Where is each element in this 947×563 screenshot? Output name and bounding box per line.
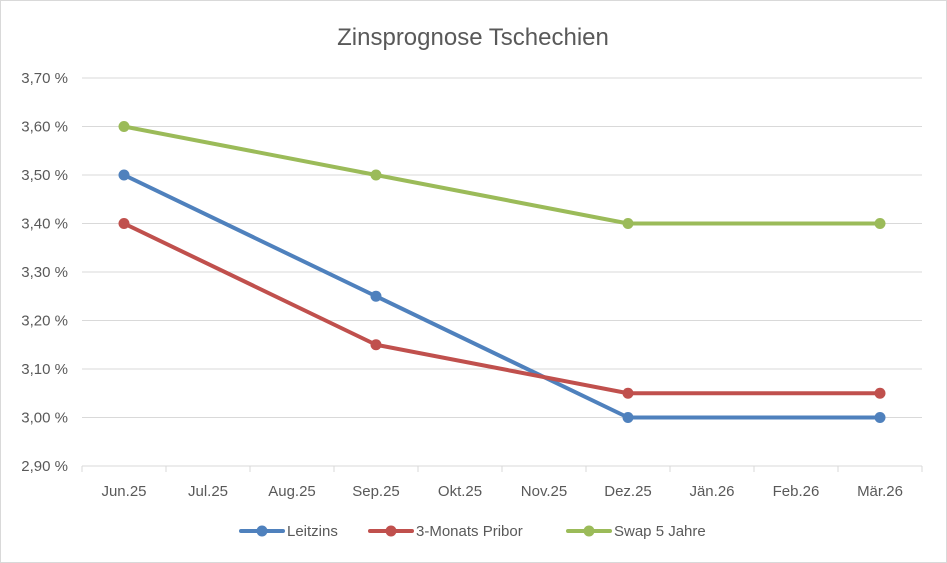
x-tick-label: Jun.25 <box>101 483 146 500</box>
x-tick-label: Feb.26 <box>773 483 820 500</box>
x-tick-label: Nov.25 <box>521 483 567 500</box>
y-tick-label: 3,40 % <box>21 216 68 233</box>
data-point <box>370 169 382 181</box>
x-tick-label: Mär.26 <box>857 483 903 500</box>
gridlines <box>82 77 922 418</box>
x-tick-label: Jän.26 <box>689 483 734 500</box>
legend-label: Leitzins <box>287 523 338 540</box>
data-point <box>370 290 382 302</box>
x-tick-label: Aug.25 <box>268 483 316 500</box>
data-point <box>622 412 634 423</box>
series-line-1 <box>122 173 882 420</box>
data-point <box>874 387 886 399</box>
series-line-2 <box>122 221 882 396</box>
x-tick-label: Dez.25 <box>604 483 652 500</box>
data-point <box>874 412 886 423</box>
data-point <box>370 339 382 351</box>
x-tick-label: Jul.25 <box>188 483 228 500</box>
data-point <box>118 121 130 132</box>
y-tick-label: 3,20 % <box>21 313 68 330</box>
data-point <box>118 169 130 181</box>
data-point <box>118 218 130 229</box>
y-tick-label: 3,10 % <box>21 361 68 378</box>
x-tick-label: Okt.25 <box>438 483 482 500</box>
legend: Leitzins 3-Monats Pribor Swap 5 Jahre <box>239 523 706 540</box>
y-tick-label: 3,60 % <box>21 119 68 136</box>
legend-swatch-marker <box>385 525 397 537</box>
series-line-3 <box>122 124 882 226</box>
data-point <box>874 218 886 229</box>
data-point <box>622 387 634 399</box>
data-point <box>622 218 634 229</box>
legend-label: 3-Monats Pribor <box>416 523 523 540</box>
y-tick-label: 3,00 % <box>21 410 68 427</box>
y-tick-label: 3,30 % <box>21 264 68 281</box>
legend-swatch-marker <box>256 525 268 537</box>
x-tick-label: Sep.25 <box>352 483 400 500</box>
axes: 2,90 % 3,00 % 3,10 % 3,20 % 3,30 % 3,40 % 3,50… <box>21 70 923 500</box>
chart-title: Zinsprognose Tschechien <box>337 24 609 51</box>
y-tick-label: 3,50 % <box>21 167 68 184</box>
legend-swatch-marker <box>583 525 595 537</box>
legend-label: Swap 5 Jahre <box>614 523 706 540</box>
y-tick-label: 2,90 % <box>21 458 68 475</box>
y-tick-label: 3,70 % <box>21 70 68 87</box>
series-layer <box>118 121 886 423</box>
